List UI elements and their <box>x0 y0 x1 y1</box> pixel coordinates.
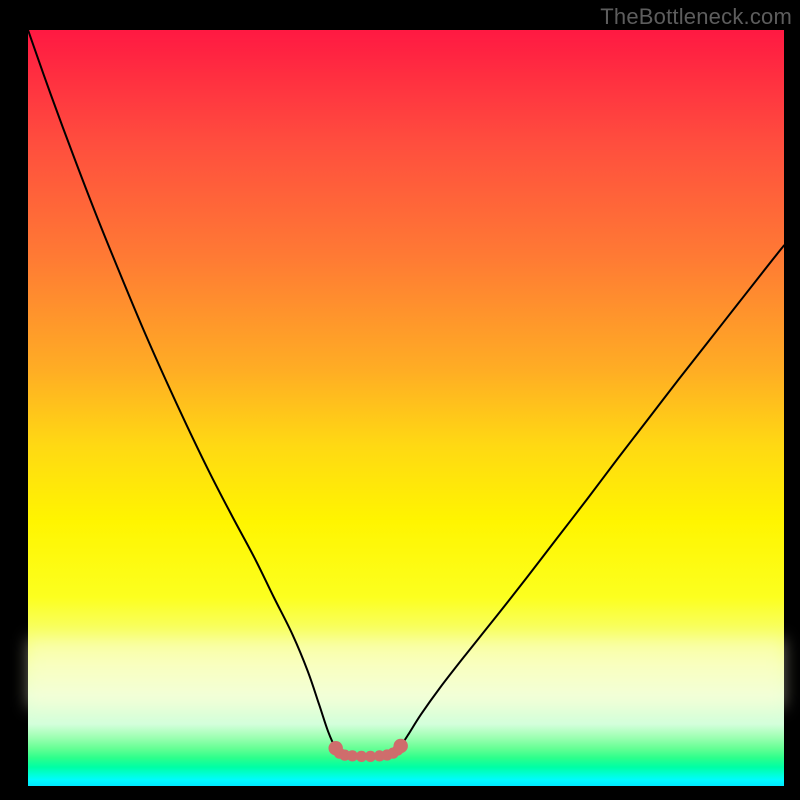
curve-overlay <box>0 0 800 800</box>
valley-marker <box>394 739 408 753</box>
chart-container: { "watermark": { "text": "TheBottleneck.… <box>0 0 800 800</box>
bottleneck-curve <box>28 30 784 757</box>
watermark-text: TheBottleneck.com <box>600 4 792 30</box>
